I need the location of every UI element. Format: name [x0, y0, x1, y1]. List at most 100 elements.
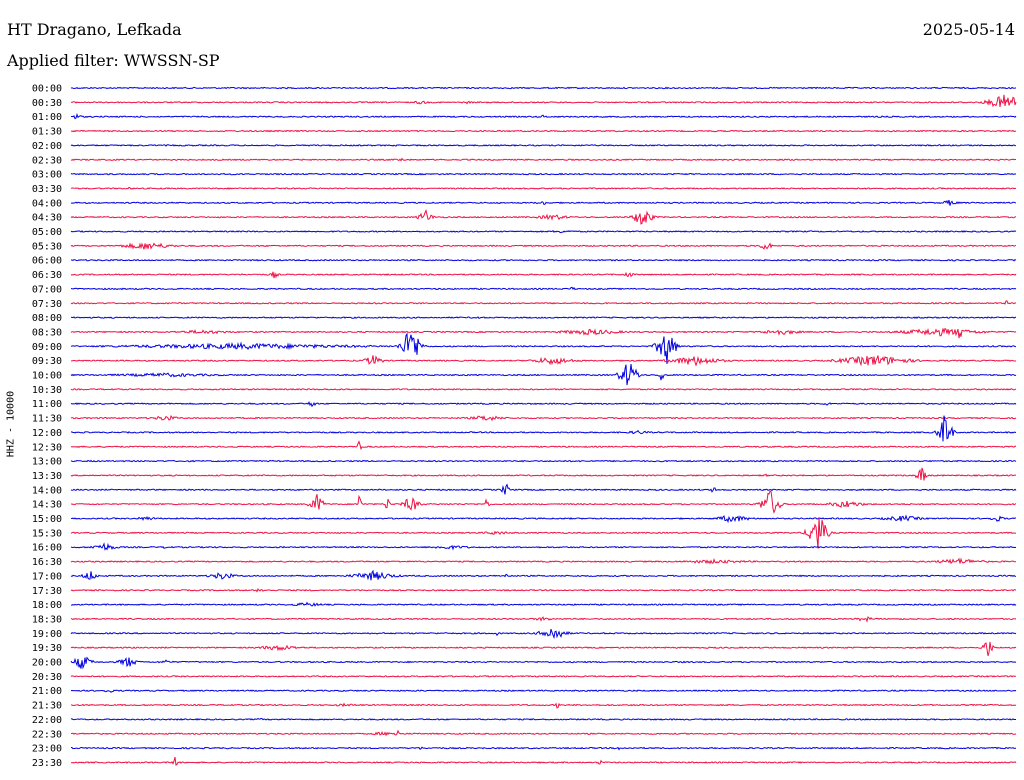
- trace-row-1830: [70, 616, 1017, 623]
- date-label: 2025-05-14: [922, 20, 1015, 39]
- time-tick-label: 06:30: [32, 270, 62, 281]
- time-tick-label: 10:30: [32, 385, 62, 396]
- trace-row-1330: [70, 467, 1017, 481]
- time-tick-label: 11:30: [32, 414, 62, 425]
- trace-row-0530: [70, 242, 1017, 250]
- trace-row-2030: [70, 675, 1017, 678]
- time-tick-label: 07:00: [32, 284, 62, 295]
- trace-row-0630: [70, 271, 1017, 279]
- time-tick-label: 05:30: [32, 241, 62, 252]
- trace-row-1000: [70, 364, 1017, 386]
- trace-row-2100: [70, 689, 1017, 693]
- trace-row-0100: [70, 113, 1017, 120]
- trace-row-1530: [70, 517, 1017, 549]
- time-tick-label: 13:30: [32, 471, 62, 482]
- trace-row-2230: [71, 729, 1017, 737]
- trace-row-0000: [70, 86, 1017, 90]
- time-tick-label: 18:00: [32, 600, 62, 611]
- trace-row-0300: [70, 172, 1017, 176]
- trace-row-1930: [70, 641, 1017, 656]
- time-tick-label: 14:00: [32, 485, 62, 496]
- trace-row-0830: [70, 327, 1017, 339]
- trace-row-1900: [70, 629, 1017, 640]
- trace-row-1600: [70, 542, 1017, 551]
- time-tick-label: 08:30: [32, 327, 62, 338]
- time-tick-label: 21:30: [32, 701, 62, 712]
- time-tick-label: 23:00: [32, 744, 62, 755]
- trace-row-2200: [70, 717, 1016, 721]
- time-tick-label: 02:30: [32, 155, 62, 166]
- trace-row-1800: [71, 601, 1017, 607]
- trace-row-1430: [70, 490, 1017, 514]
- trace-row-1700: [70, 569, 1017, 581]
- trace-row-1100: [70, 400, 1017, 408]
- time-tick-label: 20:00: [32, 658, 62, 669]
- time-tick-label: 09:00: [32, 342, 62, 353]
- trace-row-0930: [70, 355, 1016, 367]
- trace-row-1030: [70, 388, 1017, 391]
- time-tick-label: 04:30: [32, 213, 62, 224]
- time-tick-label: 22:30: [32, 729, 62, 740]
- time-tick-label: 03:30: [32, 184, 62, 195]
- trace-row-0030: [70, 94, 1017, 108]
- time-tick-label: 21:00: [32, 686, 62, 697]
- time-tick-label: 06:00: [32, 256, 62, 267]
- trace-row-2000: [70, 656, 1017, 670]
- time-tick-label: 15:00: [32, 514, 62, 525]
- time-tick-label: 11:00: [32, 399, 62, 410]
- trace-row-0230: [70, 157, 1017, 162]
- trace-row-0500: [70, 230, 1017, 234]
- trace-row-0800: [70, 316, 1017, 319]
- trace-row-1630: [70, 557, 1017, 565]
- time-tick-label: 10:00: [32, 371, 62, 382]
- trace-row-0130: [70, 129, 1017, 133]
- time-tick-label: 19:30: [32, 643, 62, 654]
- station-title: HT Dragano, Lefkada: [7, 20, 182, 39]
- time-tick-label: 14:30: [32, 500, 62, 511]
- trace-row-0330: [70, 186, 1017, 190]
- time-tick-label: 15:30: [32, 528, 62, 539]
- time-tick-label: 16:00: [32, 543, 62, 554]
- trace-row-0200: [70, 144, 1017, 147]
- trace-row-1130: [70, 415, 1017, 422]
- trace-row-1200: [70, 415, 1017, 442]
- trace-row-1230: [70, 440, 1017, 451]
- time-tick-label: 23:30: [32, 758, 62, 769]
- time-tick-label: 17:30: [32, 586, 62, 597]
- time-tick-label: 13:00: [32, 457, 62, 468]
- time-tick-label: 22:00: [32, 715, 62, 726]
- time-tick-label: 12:00: [32, 428, 62, 439]
- trace-row-0700: [70, 286, 1017, 291]
- trace-row-2130: [70, 702, 1017, 709]
- time-tick-label: 16:30: [32, 557, 62, 568]
- trace-row-2300: [70, 746, 1017, 751]
- time-tick-label: 01:30: [32, 127, 62, 138]
- trace-row-0400: [71, 199, 1017, 206]
- time-tick-label: 09:30: [32, 356, 62, 367]
- time-tick-label: 04:00: [32, 198, 62, 209]
- trace-row-1400: [70, 483, 1017, 495]
- trace-row-1730: [70, 588, 1017, 593]
- trace-row-0730: [70, 300, 1017, 305]
- time-tick-label: 00:00: [32, 84, 62, 95]
- time-tick-label: 02:00: [32, 141, 62, 152]
- time-tick-label: 08:00: [32, 313, 62, 324]
- trace-row-0900: [71, 332, 1017, 365]
- trace-row-0430: [70, 208, 1017, 225]
- time-tick-label: 00:30: [32, 98, 62, 109]
- time-tick-label: 05:00: [32, 227, 62, 238]
- time-tick-label: 17:00: [32, 571, 62, 582]
- time-tick-label: 07:30: [32, 299, 62, 310]
- time-tick-label: 12:30: [32, 442, 62, 453]
- time-tick-label: 20:30: [32, 672, 62, 683]
- trace-row-1300: [70, 459, 1017, 463]
- time-tick-label: 18:30: [32, 614, 62, 625]
- time-tick-label: 19:00: [32, 629, 62, 640]
- trace-row-1500: [70, 514, 1017, 524]
- trace-row-0600: [70, 258, 1017, 262]
- time-tick-label: 01:00: [32, 112, 62, 123]
- filter-label: Applied filter: WWSSN-SP: [7, 51, 220, 70]
- time-tick-label: 03:00: [32, 170, 62, 181]
- trace-row-2330: [70, 756, 1017, 766]
